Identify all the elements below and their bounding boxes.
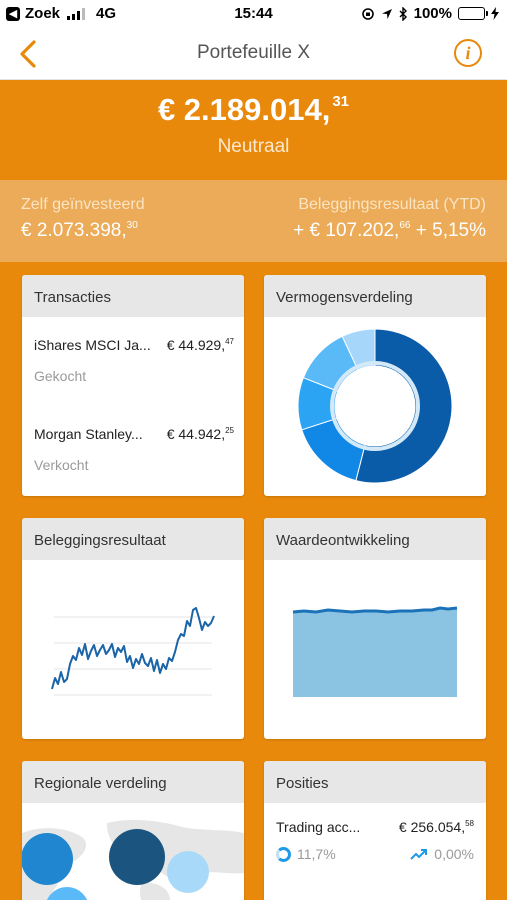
- signal-icon: [67, 7, 86, 20]
- regional-distribution-card-title: Regionale verdeling: [22, 761, 244, 803]
- value-development-line: [292, 606, 458, 614]
- position-item[interactable]: Trading acc... € 256.054,58: [276, 819, 474, 835]
- allocation-ring-icon: [276, 846, 291, 862]
- value-development-area-chart: [292, 606, 458, 697]
- transactions-card-title: Transacties: [22, 275, 244, 317]
- portfolio-summary: Zelf geïnvesteerd € 2.073.398,30 Beleggi…: [0, 180, 507, 262]
- position-amount-cents: 58: [465, 819, 474, 828]
- charging-bolt-icon: [491, 7, 499, 20]
- info-icon[interactable]: i: [454, 39, 482, 67]
- allocation-card-title: Vermogensverdeling: [264, 275, 486, 317]
- positions-list: Trading acc... € 256.054,58 11,7% 0,00%: [264, 803, 486, 900]
- position-performance-pct: 0,00%: [434, 846, 474, 862]
- transaction-amount-cents: 25: [225, 426, 234, 435]
- allocation-donut-chart: [297, 328, 453, 484]
- status-bar: ◀ Zoek 4G 15:44 100%: [0, 0, 507, 28]
- allocation-inner-ring: [330, 361, 420, 451]
- transaction-amount-cents: 47: [225, 337, 234, 346]
- transaction-name: Morgan Stanley...: [34, 426, 143, 442]
- battery-icon: [458, 7, 488, 20]
- result-value: + € 107.202,66 + 5,15%: [293, 220, 486, 242]
- page-title: Portefeuille X: [196, 42, 310, 63]
- transaction-item[interactable]: iShares MSCI Ja... € 44.929,47 Gekocht: [34, 337, 234, 384]
- invested-value-main: € 2.073.398,: [21, 220, 127, 241]
- position-allocation: 11,7%: [276, 846, 336, 862]
- total-value-cents: 31: [332, 93, 350, 110]
- result-percentage: + 5,15%: [410, 220, 486, 241]
- back-chevron-icon[interactable]: [14, 39, 42, 69]
- portfolio-total: € 2.189.014, 31 Neutraal: [0, 80, 507, 180]
- transactions-card[interactable]: Transacties iShares MSCI Ja... € 44.929,…: [22, 275, 244, 496]
- transaction-amount: € 44.942,25: [167, 426, 234, 442]
- transaction-type: Gekocht: [34, 368, 87, 384]
- bluetooth-icon: [399, 6, 407, 21]
- region-bubble[interactable]: [109, 829, 165, 885]
- investment-result-line-chart: [51, 607, 215, 696]
- portfolio-status: Neutraal: [217, 136, 290, 157]
- transaction-item[interactable]: Morgan Stanley... € 44.942,25 Verkocht: [34, 426, 234, 473]
- position-allocation-pct: 11,7%: [297, 846, 336, 862]
- investment-result-card[interactable]: Beleggingsresultaat: [22, 518, 244, 739]
- location-icon: [381, 8, 392, 19]
- investment-result-chart-area: [22, 560, 244, 739]
- result-block: Beleggingsresultaat (YTD) + € 107.202,66…: [293, 196, 486, 242]
- status-bar-left: ◀ Zoek 4G: [6, 5, 116, 22]
- transaction-amount-main: € 44.929,: [166, 337, 226, 353]
- total-value: € 2.189.014, 31: [0, 92, 507, 128]
- navigation-bar: Portefeuille X i: [0, 28, 507, 80]
- positions-card[interactable]: Posities Trading acc... € 256.054,58 11,…: [264, 761, 486, 900]
- invested-block: Zelf geïnvesteerd € 2.073.398,30: [21, 196, 145, 242]
- result-label: Beleggingsresultaat (YTD): [298, 196, 486, 213]
- value-development-card-title: Waardeontwikkeling: [264, 518, 486, 560]
- allocation-segment-5[interactable]: [341, 328, 376, 371]
- allocation-chart-area: [264, 317, 486, 496]
- region-bubble[interactable]: [22, 833, 73, 885]
- total-value-main: € 2.189.014,: [157, 92, 331, 127]
- invested-value: € 2.073.398,30: [21, 220, 145, 242]
- investment-result-card-title: Beleggingsresultaat: [22, 518, 244, 560]
- invested-label: Zelf geïnvesteerd: [21, 196, 145, 213]
- position-amount: € 256.054,58: [399, 819, 474, 835]
- allocation-card[interactable]: Vermogensverdeling: [264, 275, 486, 496]
- position-amount-main: € 256.054,: [398, 819, 466, 835]
- position-performance: 0,00%: [410, 846, 474, 862]
- battery-percentage: 100%: [413, 5, 452, 22]
- back-to-app-icon[interactable]: ◀: [6, 6, 20, 21]
- value-development-chart-area: [264, 560, 486, 739]
- transaction-amount-main: € 44.942,: [166, 426, 226, 442]
- value-development-area: [293, 608, 457, 697]
- transaction-type: Verkocht: [34, 457, 89, 473]
- positions-card-title: Posities: [264, 761, 486, 803]
- result-value-cents: 66: [399, 220, 411, 231]
- regional-bubble-map: [22, 820, 244, 900]
- status-bar-right: 100%: [361, 5, 499, 22]
- trend-up-icon: [410, 849, 428, 860]
- position-item-details: 11,7% 0,00%: [276, 846, 474, 862]
- regional-distribution-card[interactable]: Regionale verdeling: [22, 761, 244, 900]
- allocation-segment-2[interactable]: [301, 417, 366, 482]
- region-bubble[interactable]: [167, 851, 209, 893]
- network-type: 4G: [96, 5, 117, 22]
- status-time: 15:44: [234, 5, 273, 22]
- back-app-label[interactable]: Zoek: [25, 5, 61, 22]
- allocation-segment-1[interactable]: [355, 328, 453, 484]
- position-name: Trading acc...: [276, 819, 361, 835]
- invested-value-cents: 30: [126, 220, 138, 231]
- transaction-name: iShares MSCI Ja...: [34, 337, 151, 353]
- result-value-main: + € 107.202,: [293, 220, 400, 241]
- region-bubble[interactable]: [45, 887, 89, 900]
- value-development-card[interactable]: Waardeontwikkeling: [264, 518, 486, 739]
- screen-rotation-lock-icon: [361, 7, 374, 20]
- regional-map-area: [22, 803, 244, 900]
- transaction-amount: € 44.929,47: [167, 337, 234, 353]
- investment-result-line: [51, 607, 215, 690]
